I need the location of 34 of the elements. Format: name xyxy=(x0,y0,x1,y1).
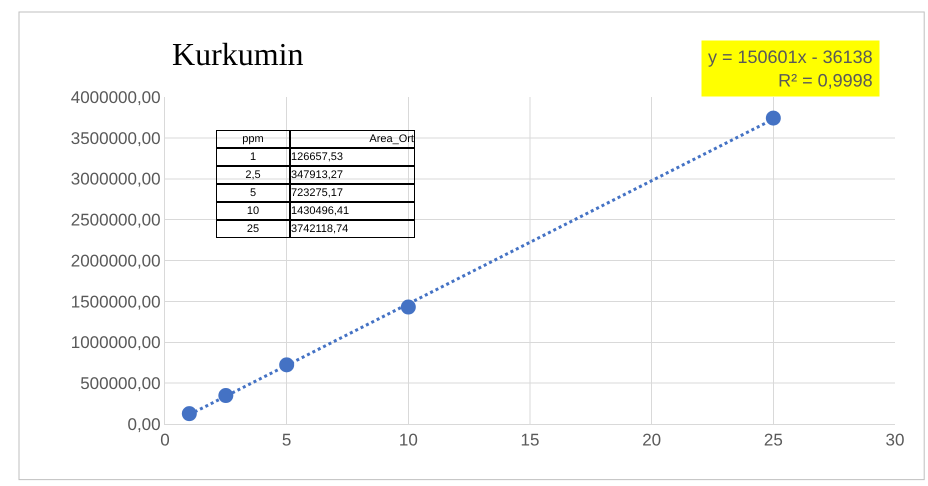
y-tick-label: 1000000,00 xyxy=(70,333,161,352)
annotation: 10 xyxy=(246,205,260,217)
x-tick-label: 30 xyxy=(886,430,904,450)
y-tick-label: 0,00 xyxy=(128,414,161,434)
annotation: Area_Ort xyxy=(369,133,414,145)
annotation: 126657,53 xyxy=(291,151,343,163)
y-tick-label: 3000000,00 xyxy=(70,170,161,189)
y-tick-label: 2000000,00 xyxy=(70,251,161,270)
point xyxy=(182,406,197,422)
annotation: 3742118,74 xyxy=(291,223,348,235)
x-tick-label: 15 xyxy=(520,430,540,450)
x-tick-label: 10 xyxy=(398,430,418,450)
annotation: 1 xyxy=(250,151,256,163)
annotation: ppm xyxy=(242,133,264,145)
x-tick-label: 25 xyxy=(764,430,783,450)
annotation: 1430496,41 xyxy=(291,205,350,217)
x-tick-label: 0 xyxy=(160,430,170,450)
annotation: 2,5 xyxy=(245,169,261,181)
text: y = 150601x - 36138 xyxy=(708,47,873,67)
x-tick-label: 20 xyxy=(642,430,662,450)
point xyxy=(218,388,234,404)
y-tick-label: 2500000,00 xyxy=(70,210,161,230)
annotation: 5 xyxy=(250,187,256,199)
annotation: 25 xyxy=(246,223,260,235)
y-tick-label: 4000000,00 xyxy=(70,88,161,107)
y-tick-label: 3500000,00 xyxy=(70,128,161,148)
x-tick-label: 5 xyxy=(282,430,292,450)
annotation: 723275,17 xyxy=(291,187,343,199)
annotation: 347913,27 xyxy=(291,169,343,181)
chart-title: Kurkumin xyxy=(172,36,304,72)
point xyxy=(766,110,781,126)
text: R² = 0,9998 xyxy=(778,70,873,90)
y-tick-label: 500000,00 xyxy=(80,374,161,394)
y-tick-label: 1500000,00 xyxy=(70,292,161,312)
